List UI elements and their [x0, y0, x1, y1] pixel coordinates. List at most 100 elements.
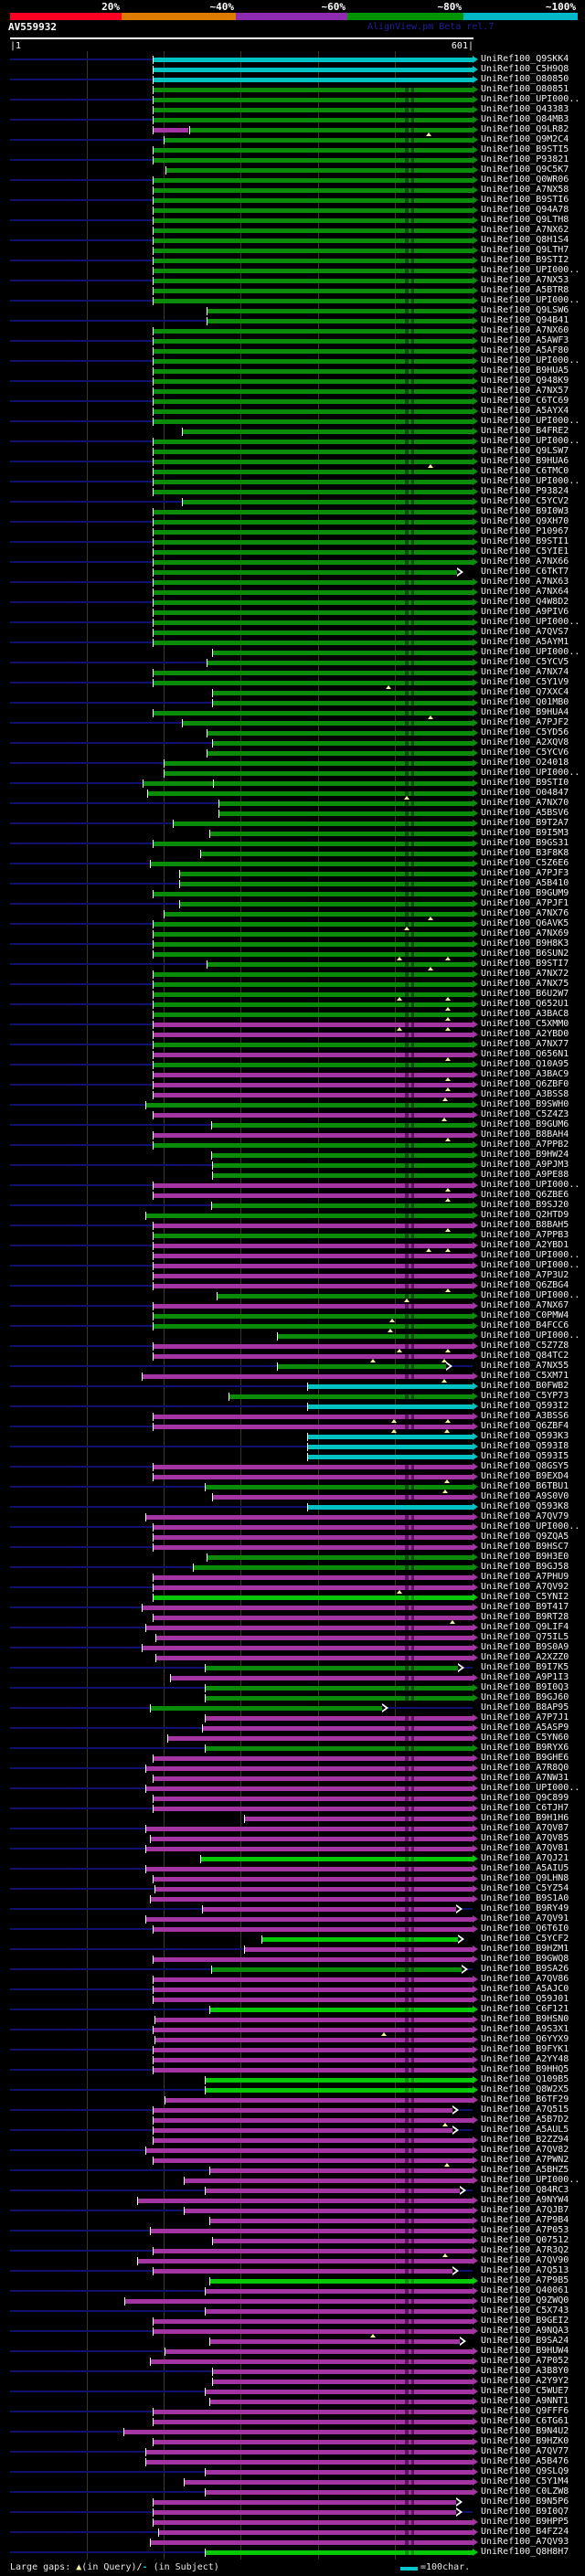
hsp-bar	[206, 1485, 473, 1489]
alignment-start-tick	[153, 267, 154, 275]
subject-gap-notch	[411, 1163, 414, 1168]
alignment-start-tick	[143, 779, 144, 788]
subject-gap-notch	[405, 1294, 409, 1299]
subject-gap-notch	[411, 1234, 414, 1238]
subject-gap-notch	[405, 1817, 409, 1821]
subject-gap-notch	[405, 1636, 409, 1640]
alignment-start-tick	[153, 247, 154, 255]
alignment-end-arrow-icon	[473, 1282, 478, 1289]
alignment-end-arrow-icon	[473, 699, 478, 706]
hsp-bar	[144, 781, 473, 786]
hsp-bar	[154, 2410, 473, 2414]
alignment-start-tick	[153, 367, 154, 376]
subject-gap-notch	[405, 2520, 409, 2525]
subject-gap-notch	[405, 590, 409, 595]
hit-label: UniRef100_A5AWF3	[481, 335, 569, 345]
hsp-bar	[185, 2178, 473, 2183]
subject-gap-notch	[405, 2289, 409, 2294]
alignment-start-tick	[153, 2046, 154, 2054]
hsp-bar	[174, 822, 473, 826]
hit-label: UniRef100_B9HHQ5	[481, 2064, 569, 2074]
hit-label: UniRef100_B8AP95	[481, 1702, 569, 1712]
alignment-start-tick	[218, 810, 219, 818]
alignment-start-tick	[147, 790, 148, 798]
hsp-bar	[262, 1937, 458, 1942]
hit-label: UniRef100_A3BSS6	[481, 1411, 569, 1421]
subject-gap-notch	[405, 1545, 409, 1550]
subject-gap-notch	[411, 1565, 414, 1570]
hit-label: UniRef100_B9I0W3	[481, 506, 569, 516]
subject-gap-notch	[411, 1153, 414, 1158]
alignment-end-arrow-icon	[473, 86, 478, 93]
hsp-bar	[154, 1545, 473, 1550]
alignment-end-arrow-icon	[473, 1795, 478, 1802]
hit-label: UniRef100_B9HW24	[481, 1150, 569, 1160]
hsp-bar	[154, 922, 473, 927]
alignment-start-tick	[153, 619, 154, 627]
hsp-bar	[213, 691, 473, 695]
subject-gap-notch	[411, 2540, 414, 2545]
hit-label: UniRef100_B9GWQ8	[481, 1954, 569, 1964]
hit-label: UniRef100_Q9ZWQ0	[481, 2295, 569, 2306]
alignment-end-arrow-icon	[473, 1634, 478, 1641]
subject-gap-notch	[411, 1374, 414, 1379]
hit-label: UniRef100_A7QJ21	[481, 1853, 569, 1863]
alignment-end-hollow-arrow-inner	[446, 1363, 450, 1369]
large-gap-in-query-marker-icon	[442, 2123, 448, 2126]
alignment-start-tick	[153, 1262, 154, 1270]
hsp-bar	[206, 1746, 473, 1751]
subject-gap-notch	[405, 1214, 409, 1218]
subject-gap-notch	[405, 2480, 409, 2485]
subject-gap-notch	[411, 1967, 414, 1972]
hsp-bar	[154, 2068, 473, 2072]
hsp-bar	[245, 1817, 473, 1821]
hsp-bar	[213, 741, 473, 746]
subject-gap-notch	[411, 1545, 414, 1550]
subject-gap-notch	[405, 791, 409, 796]
subject-gap-notch	[411, 1897, 414, 1902]
subject-gap-notch	[411, 791, 414, 796]
large-gap-in-query-marker-icon	[404, 796, 410, 800]
hsp-bar	[154, 1304, 473, 1309]
hsp-bar	[154, 108, 473, 112]
hit-label: UniRef100_Q43383	[481, 104, 569, 114]
hit-label: UniRef100_B9SA24	[481, 2336, 569, 2346]
alignment-end-arrow-icon	[473, 287, 478, 294]
alignment-start-tick	[150, 860, 151, 868]
alignment-end-arrow-icon	[473, 1292, 478, 1299]
hsp-bar	[154, 1324, 473, 1329]
subject-gap-notch	[405, 1002, 409, 1007]
subject-gap-notch	[411, 2319, 414, 2324]
subject-gap-notch	[405, 721, 409, 726]
hsp-bar	[154, 2108, 452, 2113]
hsp-bar	[206, 1666, 458, 1670]
hsp-bar	[207, 751, 473, 756]
alignment-end-arrow-icon	[473, 1101, 478, 1108]
large-gap-in-query-marker-icon	[441, 1359, 447, 1362]
subject-gap-notch	[405, 1776, 409, 1781]
hsp-bar	[210, 2279, 473, 2284]
subject-gap-notch	[411, 590, 414, 595]
alignment-end-arrow-icon	[473, 106, 478, 113]
subject-gap-notch	[405, 1495, 409, 1500]
subject-gap-notch	[405, 2178, 409, 2183]
alignment-end-arrow-icon	[473, 1131, 478, 1139]
hit-label: UniRef100_B9STI2	[481, 255, 569, 265]
alignment-end-arrow-icon	[473, 377, 478, 385]
hit-label: UniRef100_UPI000..	[481, 768, 580, 778]
hsp-bar	[154, 610, 473, 615]
subject-gap-notch	[411, 2078, 414, 2083]
alignment-start-tick	[153, 257, 154, 265]
identity-key-label: ~60%	[321, 1, 346, 13]
large-gap-in-query-marker-icon	[442, 2253, 448, 2257]
hit-label: UniRef100_B9I0Q7	[481, 2507, 569, 2517]
subject-gap-notch	[411, 419, 414, 424]
hit-label: UniRef100_B9GEI2	[481, 2316, 569, 2326]
hsp-bar	[154, 1877, 473, 1882]
hsp-bar	[154, 631, 473, 635]
subject-gap-notch	[405, 1344, 409, 1349]
alignment-start-tick	[153, 2317, 154, 2326]
hsp-bar	[146, 2450, 473, 2454]
alignment-end-arrow-icon	[473, 277, 478, 284]
subject-gap-notch	[411, 2088, 414, 2093]
